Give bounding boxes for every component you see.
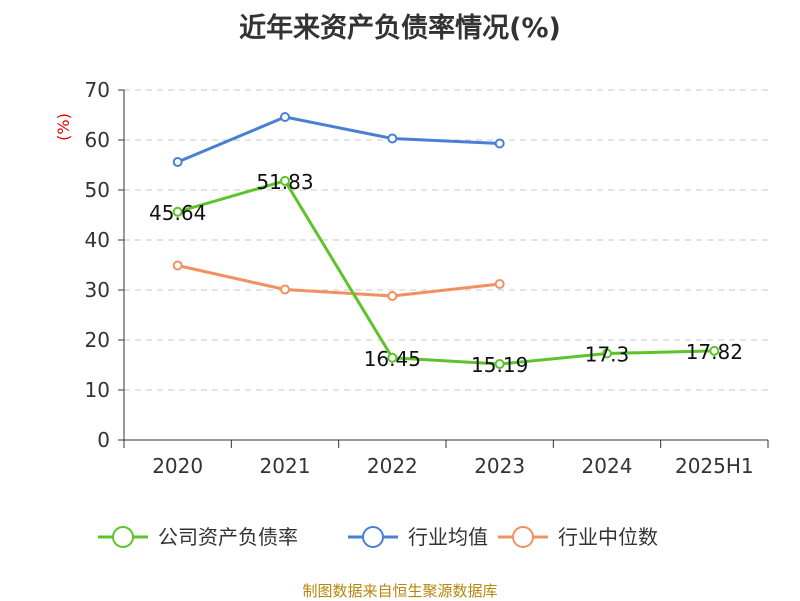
x-tick-label: 2022 [367,454,418,478]
data-point [280,112,290,122]
legend-marker [362,526,384,548]
y-tick-label: 0 [97,428,110,452]
data-point [494,359,505,370]
data-label: 45.64 [149,201,206,225]
y-tick-label: 40 [85,228,110,252]
y-tick-label: 30 [85,278,110,302]
series-line [177,264,500,298]
legend-item: 行业均值 [348,525,488,549]
legend-item: 公司资产负债率 [98,525,298,549]
data-label: 17.3 [585,343,630,367]
x-tick-label: 2024 [582,454,633,478]
data-label-layer: 45.64 51.83 16.45 15.19 17.3 17.82 [149,170,743,377]
x-tick-label: 2023 [474,454,525,478]
series-line [177,179,715,366]
legend-label: 公司资产负债率 [158,525,298,549]
data-label: 16.45 [364,347,421,371]
y-tick-label: 50 [85,178,110,202]
legend-marker [512,526,534,548]
y-tick-label: 60 [85,128,110,152]
data-point [387,133,398,144]
legend-marker [112,526,134,548]
data-point [602,348,612,359]
data-label: 51.83 [256,170,313,194]
data-point [280,175,290,186]
data-point [709,345,720,356]
chart-title: 近年来资产负债率情况(%) [239,13,561,44]
legend-item: 行业中位数 [498,525,658,549]
data-point [280,284,290,295]
data-point [494,279,505,289]
x-tick-label: 2021 [260,454,311,478]
grid-layer [124,89,768,391]
series-layer [172,112,720,370]
data-point [387,352,398,363]
legend: 公司资产负债率 行业均值 行业中位数 [98,525,658,549]
data-label: 15.19 [471,353,528,377]
data-point [172,206,183,217]
data-point [494,138,505,149]
y-tick-label: 10 [85,378,110,402]
data-point [172,157,183,167]
x-tick-label: 2025H1 [675,454,754,478]
axis-layer: 0 10 20 30 40 50 60 70 2020 2021 2022 2023 2024 2025H… [85,78,769,478]
series-line [177,115,500,164]
data-point [387,291,398,301]
y-axis-unit-label: (%) [54,113,73,141]
legend-label: 行业均值 [408,525,488,549]
data-label: 17.82 [686,340,743,364]
legend-label: 行业中位数 [558,525,658,549]
data-point [172,260,183,271]
source-note: 制图数据来自恒生聚源数据库 [302,582,498,600]
y-tick-label: 20 [85,328,110,352]
y-tick-label: 70 [85,78,110,102]
x-tick-label: 2020 [152,454,203,478]
